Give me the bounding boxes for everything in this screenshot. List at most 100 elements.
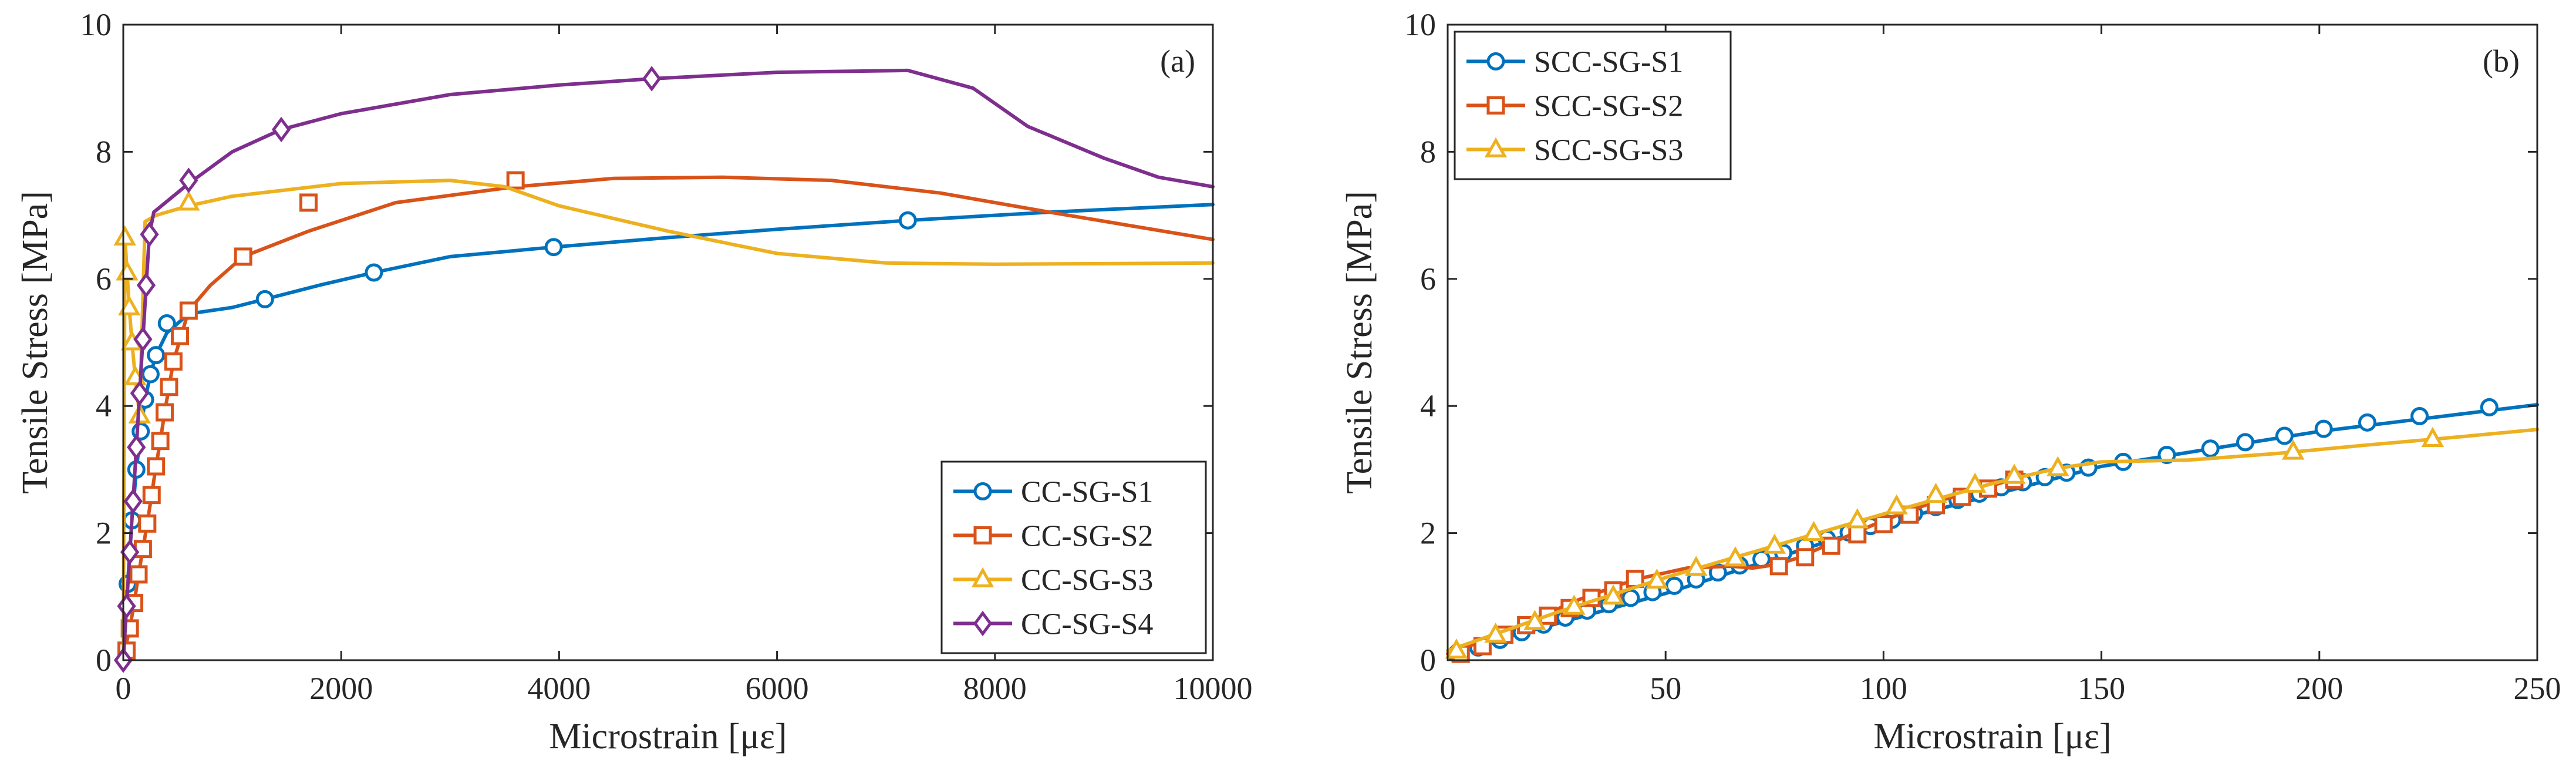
legend-swatch-marker [973, 482, 992, 500]
series-CC-SG-S4 [113, 66, 1215, 673]
data-point-CC-SG-S1-11 [898, 211, 917, 230]
y-tick-label: 0 [1420, 643, 1436, 678]
data-point-SCC-SG-S3-11 [1885, 494, 1908, 515]
data-point-CC-SG-S4-4 [127, 434, 146, 460]
series-layer-a [113, 66, 1215, 673]
data-point-CC-SG-S2-15 [299, 193, 318, 212]
data-point-CC-SG-S2-8 [151, 432, 170, 450]
legend-swatch-marker [1486, 52, 1505, 70]
data-point-SCC-SG-S1-38 [2480, 398, 2499, 416]
x-tick-label: 6000 [746, 671, 809, 706]
data-point-SCC-SG-S1-36 [2358, 413, 2376, 432]
legend-swatch-marker [1486, 96, 1505, 115]
y-tick-label: 8 [96, 134, 112, 169]
legend-swatch-marker [971, 567, 994, 588]
y-axis-label-b: Tensile Stress [MPa] [1340, 191, 1380, 494]
data-point-SCC-SG-S3-2 [1523, 610, 1546, 630]
data-point-SCC-SG-S3-6 [1684, 556, 1708, 576]
data-point-CC-SG-S2-12 [171, 327, 190, 345]
series-layer-b [1445, 398, 2539, 663]
data-point-SCC-SG-S1-10 [1665, 576, 1684, 595]
data-point-CC-SG-S4-11 [642, 66, 662, 92]
data-point-SCC-SG-S3-13 [1964, 472, 1987, 493]
data-point-CC-SG-S2-6 [142, 486, 161, 505]
panel-label-a: (a) [1160, 43, 1195, 79]
data-point-CC-SG-S3-0 [113, 225, 137, 246]
data-point-CC-SG-S2-5 [138, 514, 157, 533]
data-point-SCC-SG-S3-8 [1763, 533, 1786, 554]
y-tick-label: 4 [1420, 388, 1436, 423]
data-point-SCC-SG-S2-11 [1822, 536, 1840, 555]
y-tick-label: 0 [96, 643, 112, 678]
data-point-CC-SG-S3-2 [117, 295, 141, 316]
data-point-SCC-SG-S1-32 [2201, 439, 2220, 458]
data-point-CC-SG-S4-6 [133, 326, 153, 352]
data-point-CC-SG-S2-16 [506, 171, 525, 190]
data-point-CC-SG-S2-3 [129, 565, 148, 584]
y-tick-label: 4 [96, 388, 112, 423]
legend-swatch-marker [973, 610, 993, 637]
data-point-SCC-SG-S1-34 [2275, 426, 2294, 445]
legend-swatch-marker [973, 526, 992, 544]
chart-panel-b: 0 50 100 150 200 250 0 2 4 6 8 10 (b) Microstrain [… [1340, 7, 2561, 757]
data-point-CC-SG-S2-10 [160, 378, 178, 396]
legend-label: SCC-SG-S1 [1534, 46, 1683, 79]
data-point-SCC-SG-S3-3 [1563, 594, 1586, 615]
x-tick-label: 250 [2514, 671, 2561, 706]
x-tick-label: 150 [2078, 671, 2125, 706]
series-SCC-SG-S3 [1445, 426, 2539, 659]
legend-item-SCC-SG-S1: SCC-SG-S1 [1466, 46, 1683, 79]
data-point-CC-SG-S4-5 [130, 380, 149, 406]
data-point-CC-SG-S2-13 [179, 301, 198, 320]
data-point-SCC-SG-S3-14 [2002, 463, 2026, 484]
x-axis-label-b: Microstrain [με] [1873, 717, 2111, 757]
data-point-SCC-SG-S2-10 [1796, 548, 1815, 567]
data-point-SCC-SG-S3-15 [2046, 456, 2069, 476]
data-point-SCC-SG-S2-9 [1769, 557, 1788, 576]
data-point-CC-SG-S4-3 [123, 488, 143, 515]
plot-frame-b [1447, 23, 2538, 661]
y-tick-label: 2 [1420, 516, 1436, 551]
data-point-CC-SG-S1-10 [544, 238, 563, 257]
panel-label-b: (b) [2483, 43, 2520, 79]
legend-item-SCC-SG-S3: SCC-SG-S3 [1466, 134, 1683, 167]
x-tick-label: 50 [1650, 671, 1681, 706]
data-point-SCC-SG-S3-12 [1924, 482, 1947, 503]
legend-label: SCC-SG-S2 [1534, 90, 1683, 123]
legend-item-CC-SG-S2: CC-SG-S2 [953, 520, 1153, 553]
data-point-CC-SG-S4-9 [179, 167, 198, 193]
data-point-SCC-SG-S3-9 [1802, 520, 1825, 542]
data-point-CC-SG-S1-9 [365, 263, 383, 282]
data-point-SCC-SG-S3-7 [1724, 546, 1747, 567]
data-point-CC-SG-S4-7 [136, 272, 156, 298]
data-point-CC-SG-S2-9 [156, 403, 174, 422]
legend-item-CC-SG-S4: CC-SG-S4 [953, 608, 1153, 641]
y-tick-label: 2 [96, 516, 112, 551]
data-point-SCC-SG-S1-35 [2314, 419, 2333, 438]
ticks-b: 0 50 100 150 200 250 0 2 4 6 8 10 [1404, 7, 2561, 706]
legend-b: SCC-SG-S1 SCC-SG-S2 SCC-SG-S3 [1454, 31, 1732, 180]
y-tick-label: 10 [1404, 7, 1436, 42]
data-point-SCC-SG-S3-1 [1484, 623, 1507, 643]
data-point-SCC-SG-S3-17 [2421, 426, 2444, 448]
y-tick-label: 8 [1420, 134, 1436, 169]
data-point-SCC-SG-S2-12 [1848, 525, 1867, 544]
data-point-SCC-SG-S3-10 [1846, 508, 1869, 529]
data-point-SCC-SG-S2-13 [1874, 515, 1893, 533]
y-tick-label: 6 [1420, 261, 1436, 297]
x-axis-label-a: Microstrain [με] [549, 717, 787, 757]
y-axis-label-a: Tensile Stress [MPa] [15, 191, 55, 494]
legend-label: CC-SG-S3 [1021, 564, 1153, 597]
ticks-a: 0 2000 4000 6000 8000 10000 0 2 4 6 8 10 [80, 7, 1253, 706]
data-point-SCC-SG-S1-8 [1621, 589, 1640, 607]
data-point-SCC-SG-S3-0 [1445, 638, 1468, 659]
data-point-SCC-SG-S1-37 [2410, 407, 2429, 426]
data-point-CC-SG-S1-7 [157, 314, 176, 333]
data-point-CC-SG-S2-11 [164, 352, 183, 371]
x-tick-label: 0 [116, 671, 132, 706]
legend-label: CC-SG-S1 [1021, 476, 1153, 509]
legend-label: CC-SG-S4 [1021, 608, 1153, 641]
data-point-SCC-SG-S3-5 [1646, 569, 1668, 589]
legend-item-SCC-SG-S2: SCC-SG-S2 [1466, 90, 1683, 123]
